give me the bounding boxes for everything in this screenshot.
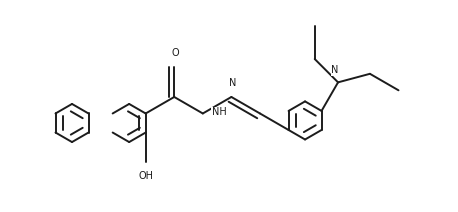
- Text: NH: NH: [212, 107, 227, 117]
- Text: N: N: [229, 78, 236, 88]
- Text: N: N: [332, 65, 339, 75]
- Text: OH: OH: [138, 171, 153, 181]
- Text: O: O: [171, 48, 179, 58]
